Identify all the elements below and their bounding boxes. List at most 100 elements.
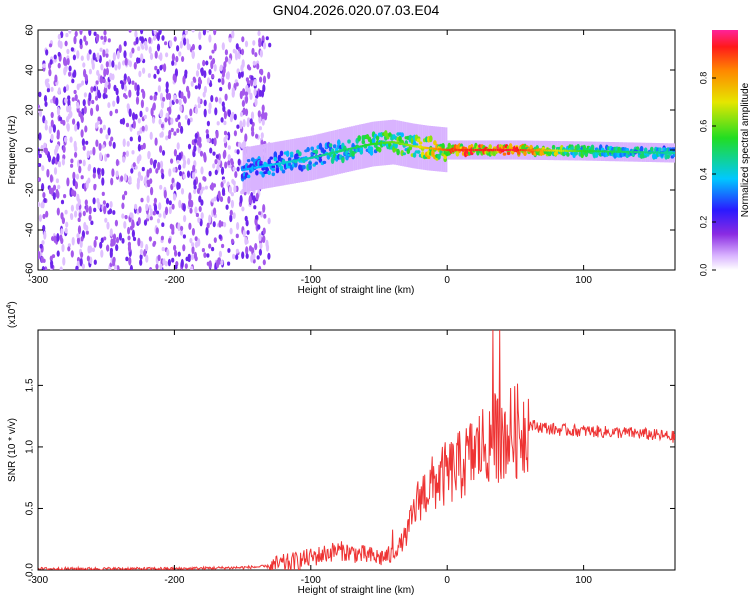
heatmap-cell — [246, 64, 251, 70]
heatmap-cell — [147, 73, 151, 78]
heatmap-cell — [258, 248, 262, 256]
heatmap-cell — [83, 68, 87, 78]
heatmap-cell — [78, 159, 82, 164]
heatmap-cell — [78, 165, 82, 174]
heatmap-cell — [77, 225, 82, 235]
heatmap-cell — [177, 121, 182, 129]
heatmap-cell — [162, 258, 166, 266]
heatmap-cell — [138, 70, 142, 78]
heatmap-cell — [262, 227, 266, 235]
heatmap-cell — [209, 147, 213, 154]
heatmap-cell — [216, 259, 220, 269]
heatmap-cell — [144, 124, 148, 132]
heatmap-cell — [361, 139, 366, 145]
snr-multiplier-exponent: 4 — [6, 305, 13, 309]
colorbar-tick-label: 0.8 — [698, 72, 708, 85]
heatmap-cell — [173, 61, 177, 66]
heatmap-cell — [125, 150, 129, 157]
heatmap-cell — [161, 172, 165, 180]
heatmap-cell — [76, 236, 81, 245]
x-tick-label: -300 — [28, 575, 48, 586]
heatmap-cell — [218, 220, 222, 228]
heatmap-cell — [153, 240, 157, 246]
heatmap-cell — [206, 261, 210, 266]
heatmap-cell — [50, 111, 54, 119]
heatmap-cell — [194, 236, 198, 242]
heatmap-cell — [153, 203, 158, 213]
heatmap-cell — [140, 36, 145, 44]
heatmap-cell — [48, 125, 52, 134]
heatmap-cell — [80, 55, 84, 61]
heatmap-cell — [82, 99, 86, 107]
heatmap-cell — [258, 41, 262, 48]
heatmap-cell — [256, 255, 260, 260]
heatmap-cell — [56, 106, 61, 116]
heatmap-cell — [38, 107, 42, 116]
heatmap-cell — [112, 210, 116, 215]
heatmap-cell — [271, 165, 276, 169]
heatmap-cell — [217, 78, 221, 83]
heatmap-cell — [102, 200, 106, 206]
heatmap-cell — [189, 117, 193, 123]
heatmap-cell — [82, 145, 86, 151]
heatmap-cell — [223, 130, 228, 136]
y-tick-label: 60 — [25, 24, 36, 36]
heatmap-cell — [262, 75, 267, 84]
heatmap-cell — [238, 71, 242, 79]
heatmap-cell — [225, 134, 229, 140]
heatmap-cell — [260, 68, 264, 76]
heatmap-cell — [129, 264, 133, 270]
heatmap-cell — [61, 158, 65, 166]
heatmap-cell — [64, 227, 68, 234]
heatmap-cell — [93, 259, 97, 265]
heatmap-cell — [88, 214, 92, 222]
heatmap-cell — [253, 88, 257, 97]
heatmap-cell — [506, 151, 511, 156]
heatmap-cell — [310, 146, 315, 151]
heatmap-cell — [123, 73, 127, 81]
heatmap-cell — [218, 234, 222, 240]
heatmap-cell — [118, 44, 122, 53]
heatmap-cell — [211, 198, 215, 203]
heatmap-cell — [59, 234, 63, 242]
heatmap-cell — [92, 146, 96, 156]
heatmap-cell — [81, 138, 85, 147]
heatmap-cell — [52, 184, 57, 191]
heatmap-cell — [258, 265, 262, 270]
heatmap-cell — [194, 255, 198, 262]
heatmap-cell — [208, 214, 212, 224]
heatmap-cell — [95, 33, 100, 43]
heatmap-cell — [214, 159, 218, 165]
heatmap-cell — [42, 224, 46, 232]
heatmap-cell — [146, 195, 150, 204]
heatmap-cell — [109, 249, 113, 259]
heatmap-cell — [211, 49, 215, 54]
heatmap-cell — [249, 118, 253, 125]
heatmap-cell — [137, 237, 141, 247]
heatmap-cell — [136, 84, 140, 92]
heatmap-cell — [241, 206, 245, 212]
heatmap-cell — [235, 43, 239, 50]
heatmap-cell — [198, 136, 202, 144]
heatmap-cell — [202, 59, 206, 67]
heatmap-cell — [174, 68, 178, 77]
heatmap-cell — [256, 63, 260, 70]
heatmap-cell — [233, 113, 237, 121]
heatmap-cell — [73, 35, 77, 45]
figure-title: GN04.2026.020.07.03.E04 — [273, 2, 440, 18]
heatmap-cell — [245, 253, 249, 259]
heatmap-cell — [110, 242, 114, 247]
heatmap-cell — [130, 168, 134, 174]
heatmap-cell — [124, 215, 128, 220]
heatmap-cell — [108, 59, 112, 68]
heatmap-cell — [124, 190, 128, 196]
heatmap-cell — [302, 165, 306, 170]
heatmap-cell — [154, 137, 158, 146]
heatmap-cell — [155, 168, 159, 174]
heatmap-cell — [229, 227, 233, 235]
heatmap-cell — [192, 171, 196, 180]
heatmap-cell — [115, 170, 119, 178]
heatmap-cell — [200, 212, 204, 220]
heatmap-cell — [197, 103, 201, 109]
